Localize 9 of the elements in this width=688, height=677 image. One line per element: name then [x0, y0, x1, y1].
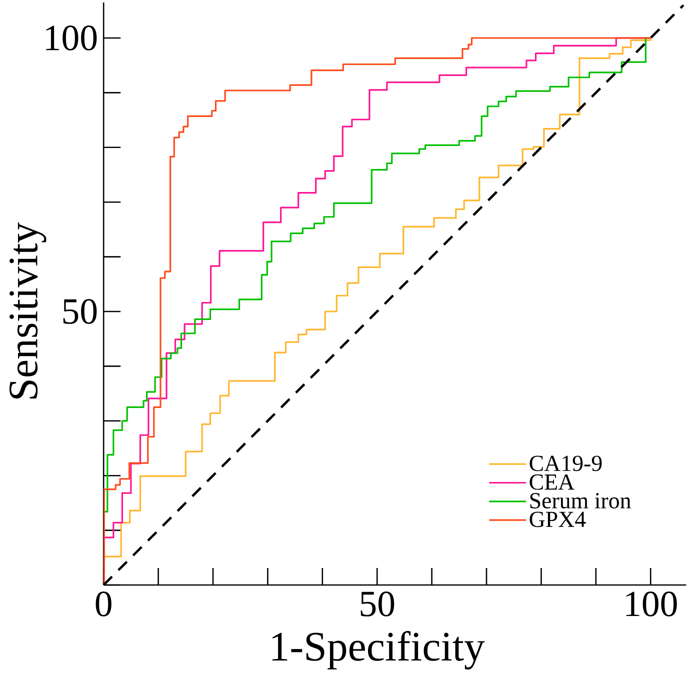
- legend-label: CEA: [530, 474, 574, 490]
- x-tick-label: 100: [626, 592, 677, 616]
- x-tick-label: 50: [360, 592, 394, 616]
- legend-label: Serum iron: [530, 493, 631, 508]
- legend-label: GPX4: [530, 512, 586, 528]
- y-axis-title: Sensitivity: [10, 222, 46, 398]
- x-tick-label: 0: [96, 592, 112, 616]
- legend-label: CA19-9: [530, 456, 602, 472]
- x-axis-title: 1-Specificity: [272, 630, 485, 670]
